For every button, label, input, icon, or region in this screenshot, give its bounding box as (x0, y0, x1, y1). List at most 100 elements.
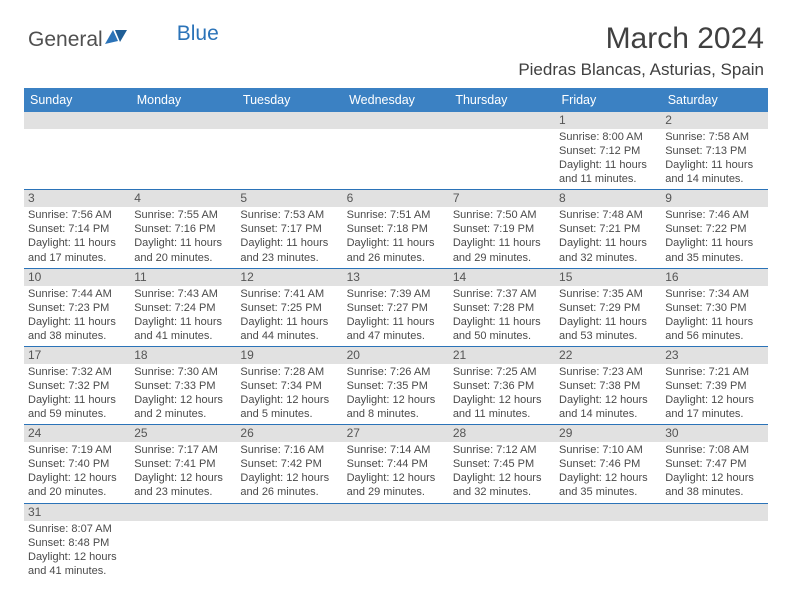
day-data: Sunrise: 7:50 AMSunset: 7:19 PMDaylight:… (449, 207, 555, 267)
day-number: 28 (449, 425, 555, 442)
day-data: Sunrise: 7:21 AMSunset: 7:39 PMDaylight:… (661, 364, 767, 424)
day-cell: 21Sunrise: 7:25 AMSunset: 7:36 PMDayligh… (449, 346, 555, 424)
day-data (449, 129, 555, 183)
day-data: Sunrise: 7:41 AMSunset: 7:25 PMDaylight:… (236, 286, 342, 346)
day-cell: 8Sunrise: 7:48 AMSunset: 7:21 PMDaylight… (555, 190, 661, 268)
dayname-saturday: Saturday (661, 88, 767, 112)
day-cell: 31Sunrise: 8:07 AMSunset: 8:48 PMDayligh… (24, 503, 130, 581)
blank-cell (236, 112, 342, 190)
day-number: 4 (130, 190, 236, 207)
day-data: Sunrise: 7:12 AMSunset: 7:45 PMDaylight:… (449, 442, 555, 502)
flag-icon (105, 30, 129, 51)
day-cell: 6Sunrise: 7:51 AMSunset: 7:18 PMDaylight… (343, 190, 449, 268)
page-title: March 2024 (518, 22, 764, 56)
day-cell: 10Sunrise: 7:44 AMSunset: 7:23 PMDayligh… (24, 268, 130, 346)
day-number: 29 (555, 425, 661, 442)
day-data: Sunrise: 7:46 AMSunset: 7:22 PMDaylight:… (661, 207, 767, 267)
day-data: Sunrise: 7:43 AMSunset: 7:24 PMDaylight:… (130, 286, 236, 346)
day-data: Sunrise: 7:30 AMSunset: 7:33 PMDaylight:… (130, 364, 236, 424)
blank-cell (555, 503, 661, 581)
day-cell: 23Sunrise: 7:21 AMSunset: 7:39 PMDayligh… (661, 346, 767, 424)
day-data: Sunrise: 7:25 AMSunset: 7:36 PMDaylight:… (449, 364, 555, 424)
day-data: Sunrise: 8:07 AMSunset: 8:48 PMDaylight:… (24, 521, 130, 581)
day-number: 13 (343, 269, 449, 286)
day-data (130, 129, 236, 183)
day-number: 8 (555, 190, 661, 207)
day-cell: 17Sunrise: 7:32 AMSunset: 7:32 PMDayligh… (24, 346, 130, 424)
day-number: 31 (24, 504, 130, 521)
day-number: 18 (130, 347, 236, 364)
week-row: 1Sunrise: 8:00 AMSunset: 7:12 PMDaylight… (24, 112, 768, 190)
day-data: Sunrise: 7:19 AMSunset: 7:40 PMDaylight:… (24, 442, 130, 502)
day-number: 30 (661, 425, 767, 442)
day-number: 12 (236, 269, 342, 286)
day-number: 23 (661, 347, 767, 364)
header: General Blue March 2024 Piedras Blancas,… (0, 0, 792, 88)
day-data (236, 129, 342, 183)
day-number: 26 (236, 425, 342, 442)
day-data: Sunrise: 7:28 AMSunset: 7:34 PMDaylight:… (236, 364, 342, 424)
day-data: Sunrise: 7:53 AMSunset: 7:17 PMDaylight:… (236, 207, 342, 267)
brand-part2: Blue (177, 22, 219, 46)
day-cell: 18Sunrise: 7:30 AMSunset: 7:33 PMDayligh… (130, 346, 236, 424)
day-data: Sunrise: 7:14 AMSunset: 7:44 PMDaylight:… (343, 442, 449, 502)
day-data: Sunrise: 7:26 AMSunset: 7:35 PMDaylight:… (343, 364, 449, 424)
day-data (449, 521, 555, 575)
day-number: 27 (343, 425, 449, 442)
day-cell: 27Sunrise: 7:14 AMSunset: 7:44 PMDayligh… (343, 425, 449, 503)
day-cell: 14Sunrise: 7:37 AMSunset: 7:28 PMDayligh… (449, 268, 555, 346)
day-number (343, 112, 449, 129)
day-cell: 25Sunrise: 7:17 AMSunset: 7:41 PMDayligh… (130, 425, 236, 503)
week-row: 31Sunrise: 8:07 AMSunset: 8:48 PMDayligh… (24, 503, 768, 581)
day-cell: 9Sunrise: 7:46 AMSunset: 7:22 PMDaylight… (661, 190, 767, 268)
blank-cell (236, 503, 342, 581)
day-cell: 24Sunrise: 7:19 AMSunset: 7:40 PMDayligh… (24, 425, 130, 503)
day-data: Sunrise: 7:37 AMSunset: 7:28 PMDaylight:… (449, 286, 555, 346)
blank-cell (343, 112, 449, 190)
dayname-wednesday: Wednesday (343, 88, 449, 112)
day-data (236, 521, 342, 575)
day-number: 2 (661, 112, 767, 129)
day-number: 21 (449, 347, 555, 364)
brand-logo: General Blue (28, 28, 219, 52)
week-row: 24Sunrise: 7:19 AMSunset: 7:40 PMDayligh… (24, 425, 768, 503)
day-number: 24 (24, 425, 130, 442)
week-row: 17Sunrise: 7:32 AMSunset: 7:32 PMDayligh… (24, 346, 768, 424)
blank-cell (449, 503, 555, 581)
day-data (343, 129, 449, 183)
title-block: March 2024 Piedras Blancas, Asturias, Sp… (518, 22, 764, 80)
day-cell: 5Sunrise: 7:53 AMSunset: 7:17 PMDaylight… (236, 190, 342, 268)
dayname-thursday: Thursday (449, 88, 555, 112)
day-cell: 30Sunrise: 7:08 AMSunset: 7:47 PMDayligh… (661, 425, 767, 503)
week-row: 10Sunrise: 7:44 AMSunset: 7:23 PMDayligh… (24, 268, 768, 346)
day-data (555, 521, 661, 575)
day-number (130, 112, 236, 129)
day-number: 19 (236, 347, 342, 364)
day-number (236, 504, 342, 521)
day-data: Sunrise: 7:10 AMSunset: 7:46 PMDaylight:… (555, 442, 661, 502)
day-number: 22 (555, 347, 661, 364)
blank-cell (449, 112, 555, 190)
day-number: 9 (661, 190, 767, 207)
day-number (661, 504, 767, 521)
dayname-tuesday: Tuesday (236, 88, 342, 112)
day-cell: 20Sunrise: 7:26 AMSunset: 7:35 PMDayligh… (343, 346, 449, 424)
day-number (449, 112, 555, 129)
day-number: 16 (661, 269, 767, 286)
day-number (555, 504, 661, 521)
day-data (130, 521, 236, 575)
day-number: 1 (555, 112, 661, 129)
calendar-table: SundayMondayTuesdayWednesdayThursdayFrid… (24, 88, 768, 581)
day-cell: 2Sunrise: 7:58 AMSunset: 7:13 PMDaylight… (661, 112, 767, 190)
dayname-monday: Monday (130, 88, 236, 112)
day-cell: 28Sunrise: 7:12 AMSunset: 7:45 PMDayligh… (449, 425, 555, 503)
blank-cell (661, 503, 767, 581)
day-cell: 12Sunrise: 7:41 AMSunset: 7:25 PMDayligh… (236, 268, 342, 346)
day-data: Sunrise: 7:23 AMSunset: 7:38 PMDaylight:… (555, 364, 661, 424)
location-line: Piedras Blancas, Asturias, Spain (518, 60, 764, 80)
day-data: Sunrise: 7:32 AMSunset: 7:32 PMDaylight:… (24, 364, 130, 424)
day-number (236, 112, 342, 129)
dayname-row: SundayMondayTuesdayWednesdayThursdayFrid… (24, 88, 768, 112)
day-data: Sunrise: 7:56 AMSunset: 7:14 PMDaylight:… (24, 207, 130, 267)
dayname-sunday: Sunday (24, 88, 130, 112)
